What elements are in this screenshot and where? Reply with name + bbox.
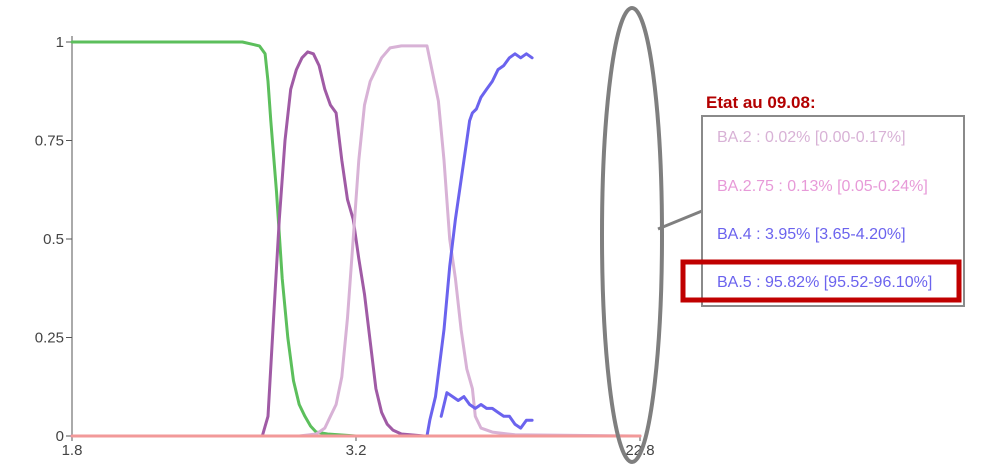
y-tick-label: 0.5 [43, 231, 64, 248]
legend-entry: BA.2 : 0.02% [0.00-0.17%] [717, 129, 906, 146]
annotation-overlay [600, 6, 703, 464]
legend-box [701, 115, 965, 307]
y-tick-label: 1 [56, 34, 64, 51]
y-tick-label: 0.25 [35, 330, 64, 347]
highlight-box [680, 259, 962, 303]
legend-entry: BA.2.75 : 0.13% [0.05-0.24%] [717, 178, 928, 195]
x-tick-label: 3.2 [346, 442, 367, 459]
series-line-3 [70, 52, 534, 438]
series-lines [70, 40, 642, 438]
legend-entry: BA.5 : 95.82% [95.52-96.10%] [717, 274, 932, 291]
y-tick-label: 0 [56, 428, 64, 445]
y-tick-label: 0.75 [35, 133, 64, 150]
ellipse-connector-line [657, 209, 703, 231]
legend-entry: BA.4 : 3.95% [3.65-4.20%] [717, 226, 906, 243]
series-line-4 [439, 391, 534, 430]
series-line-2 [70, 44, 642, 438]
series-line-1 [70, 50, 642, 438]
legend: Etat au 09.08: BA.2 : 0.02% [0.00-0.17%] B… [680, 93, 965, 307]
legend-title: Etat au 09.08: [706, 93, 816, 112]
latest-values-ellipse [600, 6, 664, 464]
x-tick-label: 1.8 [62, 442, 83, 459]
